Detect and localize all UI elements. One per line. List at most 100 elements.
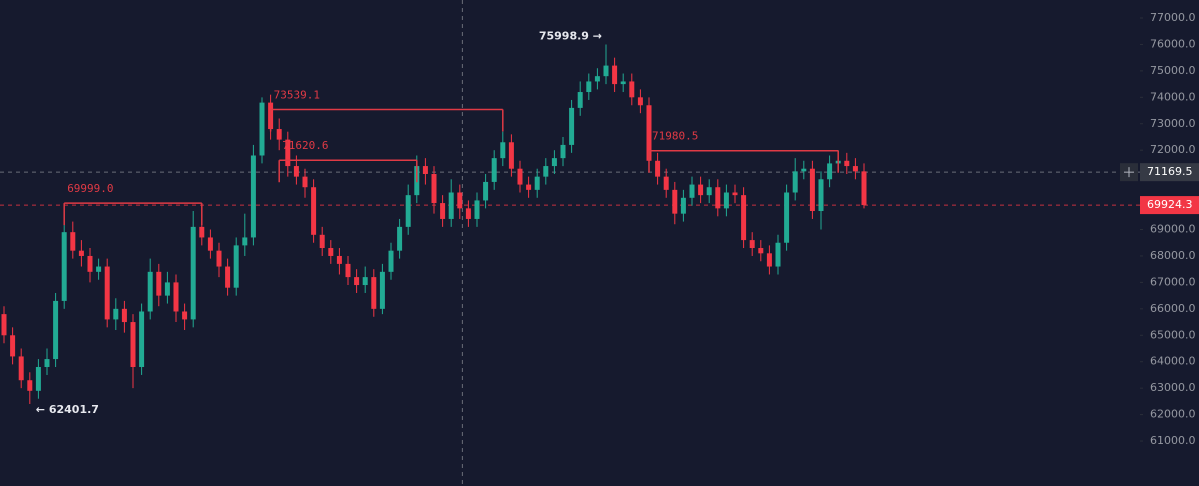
candle-body — [27, 380, 33, 391]
candle-body — [465, 208, 471, 219]
candle-body — [758, 248, 764, 254]
crosshair-price: 71169.5 — [1147, 165, 1193, 178]
crosshair-tag — [1140, 163, 1199, 182]
candle-body — [113, 308, 119, 320]
candle-body — [775, 242, 781, 267]
level-label: 69999.0 — [67, 182, 113, 195]
candle-body — [560, 144, 566, 159]
candle-body — [749, 240, 755, 249]
candle-body — [18, 356, 24, 381]
candle-body — [551, 158, 557, 167]
candle-body — [371, 277, 377, 309]
y-tick-label: 64000.0 — [1150, 355, 1196, 368]
y-tick-label: 74000.0 — [1150, 90, 1196, 103]
candle-body — [620, 81, 626, 85]
candle-body — [801, 168, 807, 172]
candle-body — [182, 311, 188, 320]
candle-body — [646, 105, 652, 161]
y-tick-label: 63000.0 — [1150, 381, 1196, 394]
candle-body — [10, 335, 16, 357]
candle-body — [603, 65, 609, 77]
extreme-label: ← 62401.7 — [36, 403, 99, 416]
candle-body — [457, 192, 463, 209]
candle-body — [354, 277, 360, 286]
last-price-tag — [1140, 196, 1199, 215]
candle-body — [474, 200, 480, 219]
candle-body — [852, 166, 858, 172]
candle-body — [225, 266, 231, 288]
candle-body — [104, 266, 110, 320]
candle-body — [302, 176, 308, 188]
candle-body — [784, 192, 790, 243]
candle-body — [508, 142, 514, 169]
candle-body — [139, 311, 145, 368]
candle-body — [827, 163, 833, 180]
candle-body — [517, 168, 523, 185]
candle-body — [259, 102, 265, 156]
candle-body — [792, 171, 798, 193]
y-tick-label: 67000.0 — [1150, 275, 1196, 288]
candle-body — [216, 250, 222, 267]
candle-body — [285, 139, 291, 167]
extreme-label: 75998.9 → — [539, 29, 602, 42]
y-tick-label: 68000.0 — [1150, 249, 1196, 262]
candle-body — [526, 184, 532, 190]
candle-body — [577, 92, 583, 108]
candle-body — [250, 155, 256, 238]
candle-body — [689, 184, 695, 198]
level-label: 71620.6 — [282, 139, 328, 152]
level-label: 71980.5 — [652, 130, 698, 143]
y-tick-label: 65000.0 — [1150, 328, 1196, 341]
candle-body — [448, 192, 454, 219]
candle-body — [147, 271, 153, 312]
candle-body — [732, 192, 738, 196]
y-tick-label: 72000.0 — [1150, 143, 1196, 156]
candle-body — [594, 76, 600, 82]
y-tick-label: 61000.0 — [1150, 434, 1196, 447]
candle-body — [190, 226, 196, 320]
candle-body — [766, 253, 772, 267]
candle-body — [715, 187, 721, 209]
candle-body — [655, 160, 661, 177]
candle-body — [96, 266, 102, 272]
candle-body — [672, 189, 678, 214]
y-tick-label: 69000.0 — [1150, 223, 1196, 236]
y-tick-label: 75000.0 — [1150, 64, 1196, 77]
candle-body — [809, 168, 815, 212]
candle-body — [379, 271, 385, 309]
y-tick-label: 66000.0 — [1150, 302, 1196, 315]
candle-body — [276, 129, 282, 140]
level-label: 73539.1 — [274, 89, 320, 102]
candle-body — [405, 195, 411, 227]
candle-body — [818, 179, 824, 212]
candle-body — [612, 65, 618, 85]
candle-body — [629, 81, 635, 98]
candle-body — [861, 171, 867, 206]
candle-body — [78, 250, 84, 256]
candle-body — [233, 245, 239, 288]
candle-body — [397, 226, 403, 251]
y-tick-label: 76000.0 — [1150, 37, 1196, 50]
candle-body — [534, 176, 540, 190]
candle-body — [87, 255, 93, 272]
candle-body — [207, 237, 213, 251]
candle-body — [680, 197, 686, 214]
y-tick-label: 62000.0 — [1150, 408, 1196, 421]
candle-body — [431, 173, 437, 204]
candle-body — [362, 277, 368, 286]
y-tick-label: 77000.0 — [1150, 11, 1196, 24]
candle-body — [173, 282, 179, 312]
candle-body — [844, 160, 850, 167]
candle-body — [388, 250, 394, 272]
candle-body — [35, 367, 41, 391]
candle-body — [53, 300, 59, 360]
candle-body — [156, 271, 162, 296]
candle-body — [706, 187, 712, 196]
candle-body — [543, 166, 549, 177]
candle-body — [61, 232, 67, 301]
candle-body — [586, 81, 592, 93]
candle-body — [311, 187, 317, 235]
candle-body — [242, 237, 248, 246]
